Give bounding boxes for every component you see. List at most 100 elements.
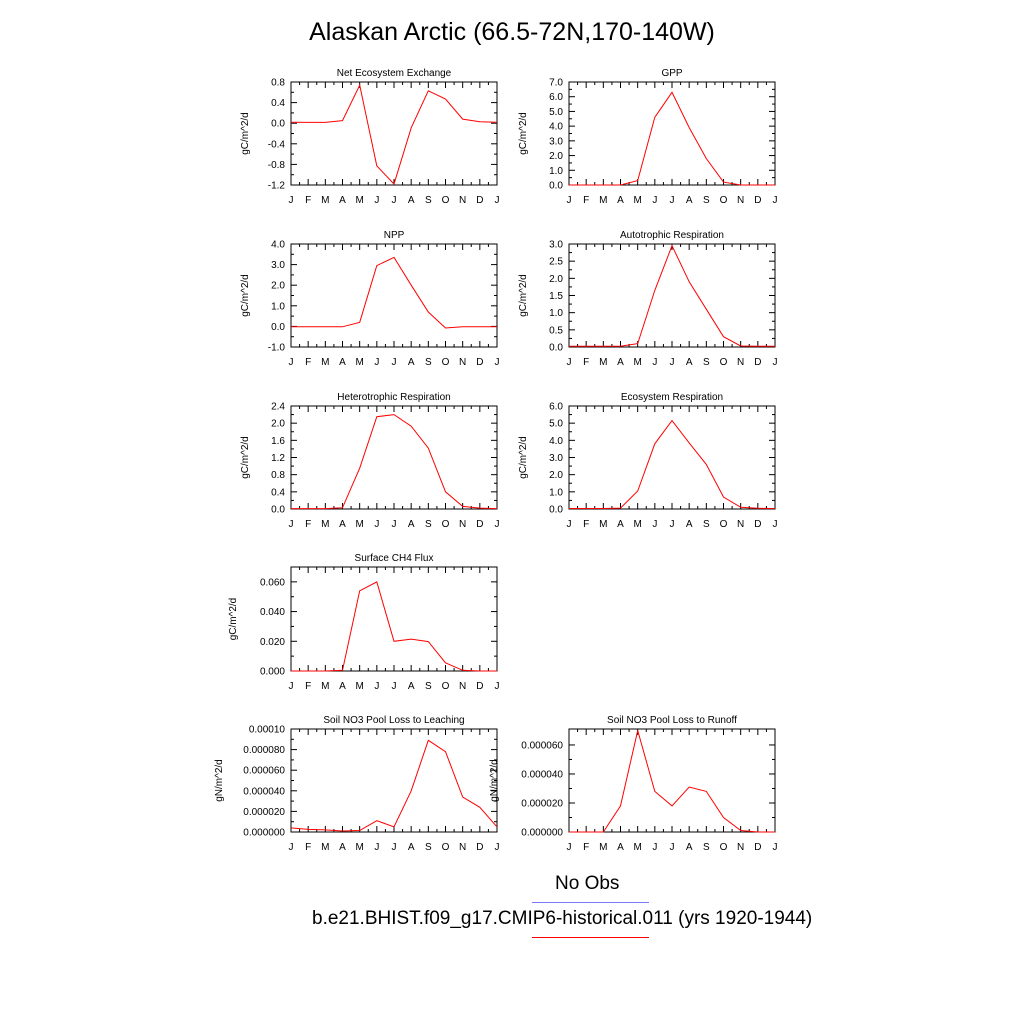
x-tick-label: A <box>408 357 415 368</box>
y-tick-label: 0.000 <box>260 667 285 678</box>
y-tick-label: 0.000040 <box>521 769 563 780</box>
y-tick-label: 0.0 <box>271 322 285 333</box>
y-tick-label: 0.0 <box>271 119 285 130</box>
x-tick-label: N <box>459 681 466 692</box>
x-tick-label: A <box>339 681 346 692</box>
x-tick-label: J <box>495 842 500 853</box>
y-tick-label: 0.060 <box>260 577 285 588</box>
x-tick-label: M <box>633 519 641 530</box>
plot-frame <box>290 243 498 348</box>
legend-obs-label: No Obs <box>555 873 620 894</box>
y-tick-label: 4.0 <box>271 240 285 251</box>
x-tick-label: M <box>599 357 607 368</box>
y-tick-label: 3.0 <box>271 260 285 271</box>
x-tick-label: S <box>703 357 710 368</box>
x-tick-label: N <box>737 357 744 368</box>
y-tick-label: 2.0 <box>549 470 563 481</box>
y-tick-label: 5.0 <box>549 107 563 118</box>
plot-frame <box>568 405 776 510</box>
x-tick-label: J <box>773 842 778 853</box>
y-tick-label: 0.0 <box>271 505 285 516</box>
x-tick-label: O <box>720 842 728 853</box>
y-tick-label: 0.000060 <box>521 740 563 751</box>
x-tick-label: A <box>617 357 624 368</box>
x-tick-label: J <box>670 195 675 206</box>
series-line <box>569 244 775 347</box>
y-tick-label: 0.040 <box>260 607 285 618</box>
y-tick-label: 0.00010 <box>249 725 286 736</box>
y-tick-label: 0.000080 <box>243 745 285 756</box>
x-tick-label: O <box>442 681 450 692</box>
panel-title: Net Ecosystem Exchange <box>337 68 452 79</box>
x-tick-label: N <box>459 195 466 206</box>
x-tick-label: J <box>495 681 500 692</box>
x-tick-label: J <box>392 195 397 206</box>
x-tick-label: A <box>339 842 346 853</box>
x-tick-label: M <box>599 519 607 530</box>
x-tick-label: A <box>408 519 415 530</box>
panel-title: Surface CH4 Flux <box>355 553 434 564</box>
y-tick-label: 0.020 <box>260 637 285 648</box>
x-tick-label: J <box>652 357 657 368</box>
x-tick-label: A <box>617 519 624 530</box>
x-tick-label: N <box>459 519 466 530</box>
x-tick-label: O <box>442 842 450 853</box>
y-tick-label: 1.2 <box>271 453 285 464</box>
x-tick-label: M <box>633 357 641 368</box>
x-tick-label: M <box>355 842 363 853</box>
y-tick-label: -0.8 <box>268 160 286 171</box>
panel-title: GPP <box>661 68 682 79</box>
x-tick-label: D <box>476 195 483 206</box>
legend-obs-line <box>532 902 649 903</box>
y-tick-label: 0.000020 <box>243 807 285 818</box>
x-tick-label: N <box>459 842 466 853</box>
y-tick-label: 3.0 <box>549 136 563 147</box>
y-tick-label: 5.0 <box>549 419 563 430</box>
x-tick-label: N <box>459 357 466 368</box>
x-tick-label: A <box>339 357 346 368</box>
x-tick-label: F <box>305 357 311 368</box>
x-tick-label: J <box>289 195 294 206</box>
y-tick-label: 0.0 <box>549 181 563 192</box>
x-tick-label: J <box>652 842 657 853</box>
x-tick-label: D <box>476 681 483 692</box>
plot-frame <box>290 81 498 186</box>
series-line <box>569 91 775 186</box>
y-tick-label: 2.0 <box>271 281 285 292</box>
legend-model-line <box>532 937 649 938</box>
x-tick-label: S <box>703 519 710 530</box>
x-tick-label: D <box>754 842 761 853</box>
y-axis-label: gC/m^2/d <box>240 112 251 155</box>
x-tick-label: O <box>720 195 728 206</box>
x-tick-label: M <box>321 519 329 530</box>
x-tick-label: N <box>737 519 744 530</box>
y-tick-label: -1.2 <box>268 181 286 192</box>
x-tick-label: F <box>305 519 311 530</box>
y-tick-label: 1.0 <box>549 308 563 319</box>
x-tick-label: J <box>773 519 778 530</box>
x-tick-label: D <box>476 357 483 368</box>
x-tick-label: M <box>599 842 607 853</box>
x-tick-label: M <box>321 357 329 368</box>
y-tick-label: 7.0 <box>549 78 563 89</box>
x-tick-label: J <box>392 519 397 530</box>
series-line <box>291 581 497 672</box>
x-tick-label: M <box>633 842 641 853</box>
x-tick-label: F <box>583 195 589 206</box>
y-tick-label: 0.000000 <box>243 828 285 839</box>
y-tick-label: 0.0 <box>549 343 563 354</box>
y-tick-label: 3.0 <box>549 453 563 464</box>
x-tick-label: M <box>633 195 641 206</box>
x-tick-label: D <box>476 842 483 853</box>
x-tick-label: J <box>567 195 572 206</box>
x-tick-label: S <box>425 681 432 692</box>
x-tick-label: D <box>754 519 761 530</box>
x-tick-label: A <box>686 357 693 368</box>
x-tick-label: A <box>408 842 415 853</box>
